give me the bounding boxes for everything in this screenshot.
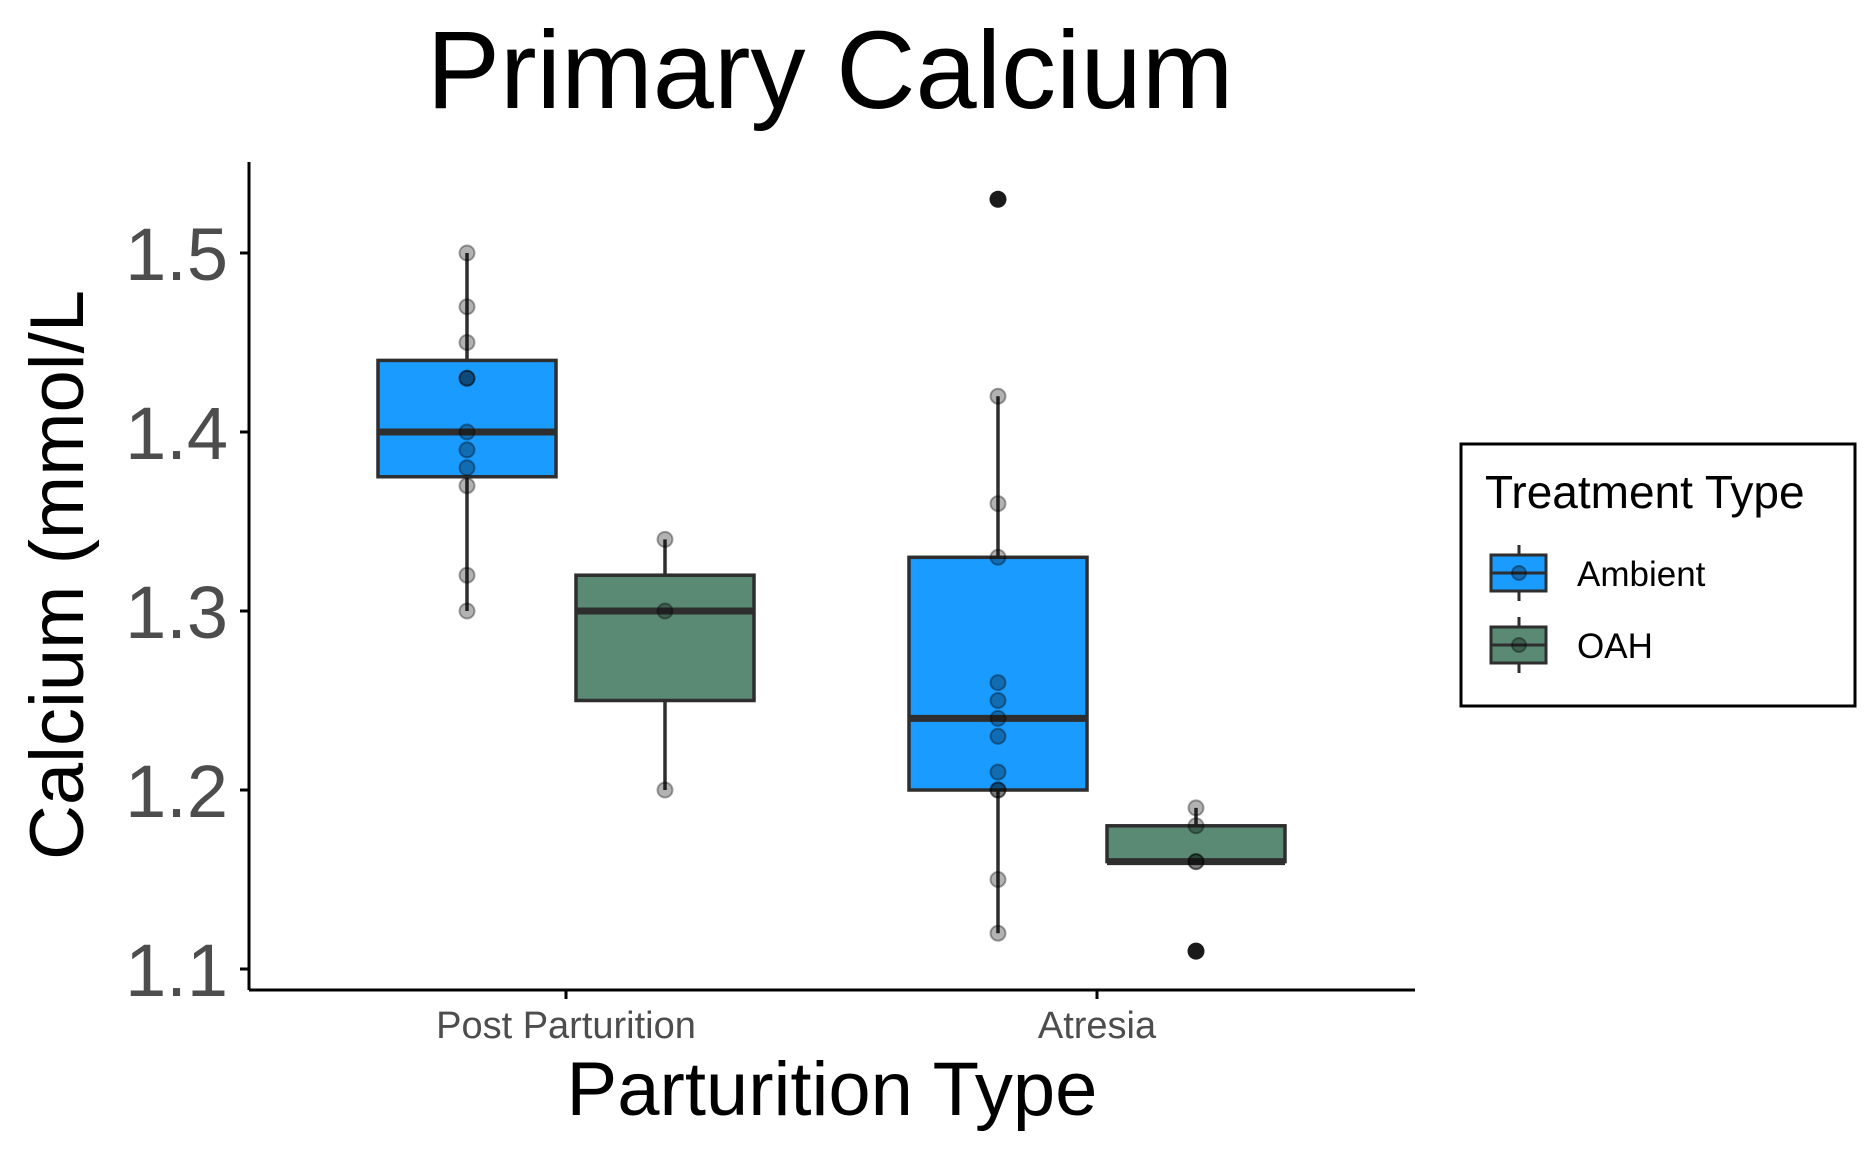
data-point <box>989 763 1007 781</box>
y-axis-title: Calcium (mmol/L <box>15 290 100 860</box>
data-point <box>458 602 476 620</box>
data-point <box>458 566 476 584</box>
data-point <box>458 334 476 351</box>
y-tick-label: 1.2 <box>125 750 228 833</box>
legend: Treatment Type Ambient OAH <box>1459 442 1857 708</box>
data-point <box>989 781 1007 799</box>
box-ambient-atresia <box>907 190 1089 934</box>
data-point <box>989 709 1007 727</box>
data-point <box>458 441 476 459</box>
data-point <box>989 692 1007 709</box>
data-point <box>458 244 476 262</box>
data-point <box>458 477 476 495</box>
data-point <box>458 369 476 387</box>
x-tick-label: Post Parturition <box>436 1005 696 1047</box>
data-point <box>458 298 476 316</box>
box-iqr <box>574 573 756 703</box>
data-point <box>656 602 674 620</box>
legend-key-ambient <box>1489 545 1548 601</box>
jitter-points <box>458 244 1205 942</box>
box-ambient-post-parturition <box>376 253 558 611</box>
box-oah-atresia <box>1105 807 1287 960</box>
x-tick-label: Atresia <box>1038 1005 1157 1047</box>
box-oah-post-parturition <box>574 539 756 790</box>
data-point <box>989 871 1007 888</box>
data-point <box>989 548 1007 566</box>
data-point <box>989 727 1007 745</box>
plot-area: 1.1 1.2 1.3 1.4 1.5 Post Parturition Atresia <box>125 162 1415 1047</box>
data-point <box>989 781 1007 799</box>
y-tick-label: 1.5 <box>125 213 228 296</box>
data-point <box>1187 799 1205 817</box>
data-point <box>458 423 476 441</box>
y-axis-ticks: 1.1 1.2 1.3 1.4 1.5 <box>125 213 249 1012</box>
box-iqr <box>376 358 558 479</box>
data-point <box>989 674 1007 692</box>
legend-label-ambient: Ambient <box>1577 555 1706 594</box>
y-tick-label: 1.4 <box>125 392 228 475</box>
data-point <box>1187 853 1205 871</box>
chart-title: Primary Calcium <box>427 9 1234 132</box>
x-axis-ticks: Post Parturition Atresia <box>436 990 1157 1047</box>
y-tick-label: 1.1 <box>125 929 228 1012</box>
box-series <box>376 190 1287 960</box>
outlier-point <box>1187 942 1205 960</box>
data-point <box>1187 817 1205 835</box>
data-point <box>656 530 674 548</box>
legend-title: Treatment Type <box>1485 466 1805 518</box>
data-point <box>458 459 476 477</box>
legend-label-oah: OAH <box>1577 627 1653 666</box>
data-point <box>1187 853 1205 871</box>
outlier-point <box>989 190 1007 208</box>
data-point <box>656 781 674 799</box>
x-axis-title: Parturition Type <box>567 1047 1098 1132</box>
data-point <box>989 924 1007 942</box>
box-iqr <box>907 555 1089 792</box>
data-point <box>989 495 1007 513</box>
legend-key-oah <box>1489 617 1548 673</box>
data-point <box>989 387 1007 405</box>
data-point <box>458 369 476 387</box>
y-tick-label: 1.3 <box>125 571 228 654</box>
